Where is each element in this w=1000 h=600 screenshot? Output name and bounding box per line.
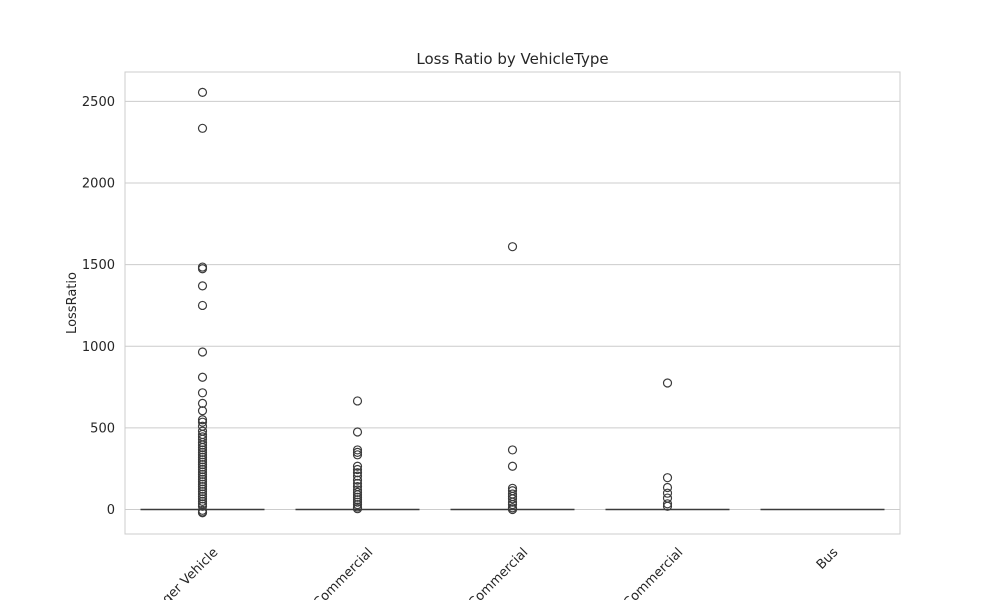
outlier-point bbox=[352, 490, 363, 500]
y-axis-ticks: 0 500 1000 1500 2000 2500 bbox=[82, 95, 115, 518]
outlier-point bbox=[197, 474, 208, 484]
outlier-point bbox=[197, 460, 208, 470]
outlier-point bbox=[352, 461, 363, 471]
plot-frame bbox=[124, 71, 901, 535]
outlier-point bbox=[197, 479, 208, 489]
outlier-point bbox=[507, 461, 518, 471]
outlier-point bbox=[352, 497, 363, 507]
outlier-point bbox=[197, 469, 208, 480]
outlier-point bbox=[507, 242, 518, 252]
outlier-point bbox=[197, 445, 208, 455]
outlier-point bbox=[507, 494, 518, 504]
outlier-point bbox=[662, 482, 673, 493]
box-group bbox=[295, 396, 420, 514]
y-tick-label: 0 bbox=[107, 503, 115, 518]
outlier-point bbox=[197, 501, 208, 511]
y-tick-label: 500 bbox=[90, 421, 115, 436]
x-tick-label: ger Vehicle bbox=[160, 545, 222, 600]
x-axis-ticks: ger Vehicle Commercial Commercial Commercia… bbox=[160, 545, 842, 600]
x-tick-label: Commercial bbox=[311, 545, 377, 600]
outlier-point bbox=[197, 281, 208, 291]
outlier-point bbox=[197, 508, 208, 518]
outlier-point bbox=[197, 450, 208, 460]
outlier-point bbox=[197, 123, 208, 133]
outlier-point bbox=[197, 489, 208, 499]
outlier-point bbox=[352, 478, 363, 488]
outlier-point bbox=[352, 447, 363, 457]
outlier-point bbox=[197, 464, 208, 475]
outlier-point bbox=[197, 388, 208, 398]
outlier-point bbox=[352, 450, 363, 460]
outlier-point bbox=[507, 500, 518, 510]
outlier-point bbox=[352, 471, 363, 481]
outlier-point bbox=[197, 300, 208, 311]
outlier-point bbox=[197, 484, 208, 494]
y-axis-label: LossRatio bbox=[65, 272, 80, 334]
outlier-point bbox=[197, 477, 208, 487]
outlier-point bbox=[197, 417, 208, 427]
outlier-point bbox=[197, 494, 208, 504]
outlier-point bbox=[197, 398, 208, 408]
outlier-point bbox=[662, 488, 673, 498]
outlier-point bbox=[197, 347, 208, 357]
outlier-point bbox=[507, 445, 518, 455]
outlier-point bbox=[352, 396, 363, 406]
outlier-point bbox=[352, 495, 363, 505]
outlier-point bbox=[352, 504, 363, 514]
outlier-point bbox=[197, 486, 208, 497]
outlier-point bbox=[197, 447, 208, 457]
outlier-point bbox=[197, 452, 208, 462]
outlier-point bbox=[197, 415, 208, 425]
outlier-point bbox=[352, 475, 363, 485]
y-tick-label: 2500 bbox=[82, 95, 115, 110]
outlier-point bbox=[197, 264, 208, 274]
x-tick-label: Commercial bbox=[466, 545, 532, 600]
outlier-point bbox=[197, 455, 208, 465]
outlier-point bbox=[662, 473, 673, 483]
outlier-point bbox=[662, 499, 673, 509]
outlier-point bbox=[662, 501, 673, 511]
y-tick-label: 2000 bbox=[82, 177, 115, 192]
outlier-point bbox=[197, 467, 208, 477]
outlier-point bbox=[352, 487, 363, 497]
outlier-point bbox=[197, 491, 208, 502]
x-tick-label: Bus bbox=[814, 545, 842, 573]
outlier-point bbox=[352, 464, 363, 475]
grid-lines bbox=[125, 100, 900, 511]
outlier-point bbox=[197, 496, 208, 506]
y-tick-label: 1500 bbox=[82, 258, 115, 273]
outlier-point bbox=[352, 500, 363, 510]
y-tick-label: 1000 bbox=[82, 340, 115, 355]
outlier-point bbox=[507, 504, 518, 515]
outlier-point bbox=[197, 372, 208, 382]
box-group bbox=[605, 378, 730, 511]
outlier-point bbox=[197, 440, 208, 450]
outlier-point bbox=[352, 445, 363, 455]
outlier-point bbox=[197, 482, 208, 492]
chart-title: Loss Ratio by VehicleType bbox=[416, 50, 608, 68]
outlier-point bbox=[352, 468, 363, 478]
box-series bbox=[140, 87, 885, 518]
outlier-point bbox=[197, 442, 208, 453]
outlier-point bbox=[197, 462, 208, 472]
outlier-point bbox=[507, 497, 518, 507]
outlier-point bbox=[197, 87, 208, 98]
outlier-point bbox=[197, 437, 208, 448]
outlier-point bbox=[197, 472, 208, 482]
outlier-point bbox=[352, 492, 363, 502]
outlier-point bbox=[352, 427, 363, 437]
x-tick-label: Commercial bbox=[621, 545, 687, 600]
outlier-point bbox=[197, 406, 208, 416]
outlier-point bbox=[197, 457, 208, 467]
box-group bbox=[450, 242, 575, 515]
box-group bbox=[140, 87, 265, 518]
outlier-point bbox=[352, 485, 363, 495]
outlier-point bbox=[662, 378, 673, 388]
